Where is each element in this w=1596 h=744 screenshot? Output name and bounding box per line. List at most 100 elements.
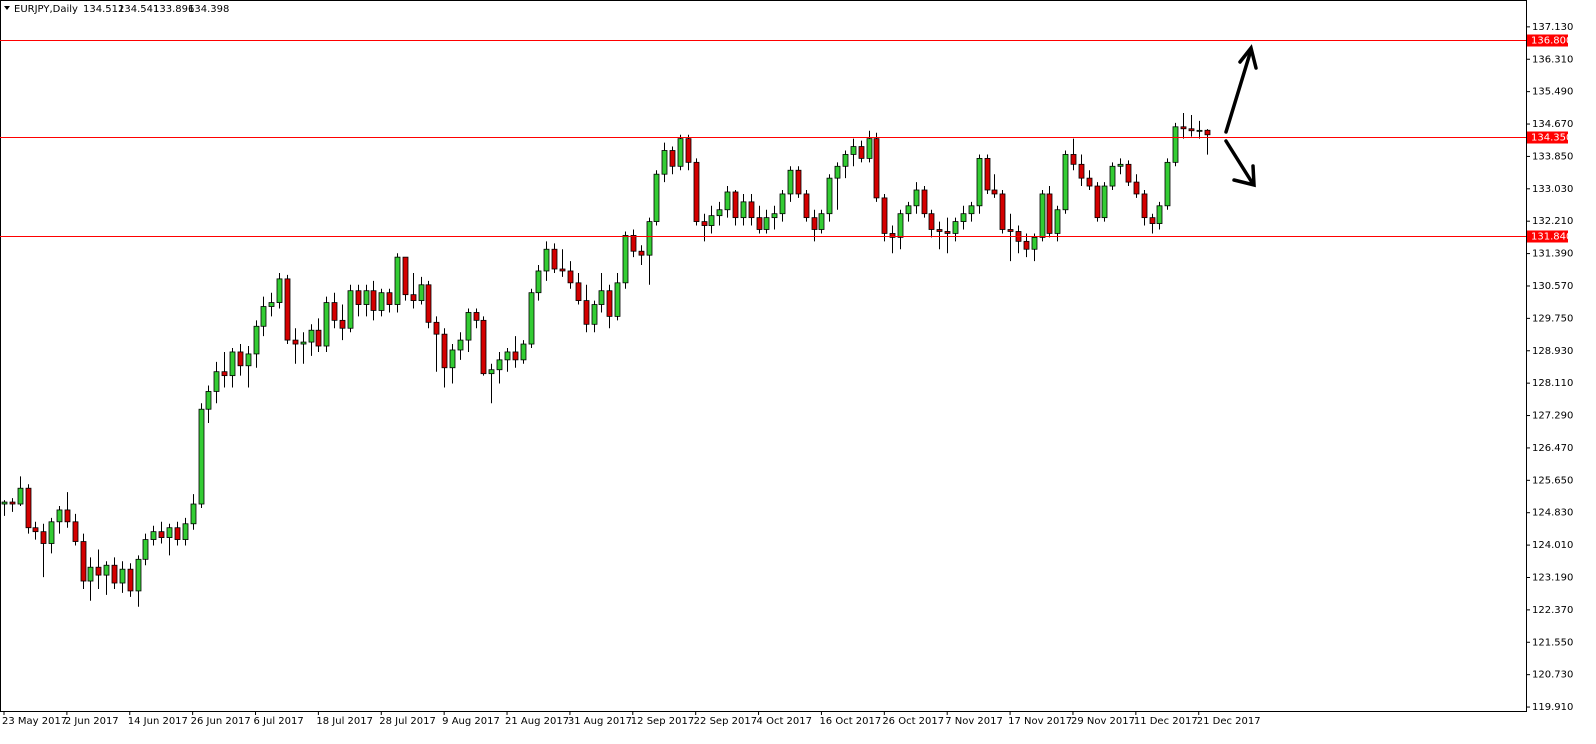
arrows [1224,44,1258,188]
candle-body [213,371,220,392]
candle-body [56,509,63,523]
candle-body [95,566,102,576]
candle-body [198,408,205,505]
candle-body [701,221,708,226]
ohlc-low: 133.896 [153,4,194,15]
arrow-down-head [1232,164,1256,188]
candle-body [881,197,888,234]
x-tick-label: 26 Oct 2017 [882,716,944,727]
y-tick-label: 133.850 [1532,151,1573,162]
candle-body [473,312,480,321]
level-label: 131.840 [1531,232,1572,243]
level-tag [1527,34,1568,47]
candle-body [158,531,165,538]
x-tick-label: 28 Jul 2017 [379,716,436,727]
y-tick-label: 126.470 [1532,443,1573,454]
candle-body [559,268,566,272]
candle-body [284,278,291,341]
candle-body [355,290,362,305]
candle-body [370,290,377,311]
candle-body [653,173,660,222]
chart-title: EURJPY,Daily [14,4,78,15]
candle-body [685,138,692,163]
candle-body [779,193,786,215]
y-tick-label: 128.110 [1532,378,1573,389]
ohlc-high: 134.541 [118,4,159,15]
candle-body [928,213,935,230]
y-tick-label: 137.130 [1532,22,1573,33]
candle-body [480,319,487,375]
candle-body [347,290,354,329]
candle-body [166,527,173,538]
x-tick-label: 11 Dec 2017 [1134,716,1198,727]
y-tick-label: 120.730 [1532,670,1573,681]
candle-body [1172,126,1179,163]
candle-body [708,215,715,226]
level-label: 136.800 [1531,36,1572,47]
candle-body [339,319,346,329]
candle-body [1031,236,1038,250]
y-tick-label: 125.650 [1532,475,1573,486]
y-tick-label: 121.550 [1532,637,1573,648]
candle-body [1007,229,1014,232]
candle-body [48,521,55,544]
candle-body [693,161,700,222]
candle-body [87,566,94,582]
candle-body [363,290,370,305]
y-tick-label: 131.390 [1532,249,1573,260]
y-tick-label: 124.010 [1532,540,1573,551]
y-tick-label: 135.490 [1532,87,1573,98]
candle-body [268,302,275,307]
candle-body [936,229,943,232]
candle-body [394,256,401,305]
candle-body [40,531,47,544]
candle-body [811,217,818,230]
candle-body [504,351,511,361]
candle-body [897,213,904,238]
candle-body [905,205,912,215]
candle-body [1101,185,1108,219]
x-tick-label: 22 Sep 2017 [694,716,757,727]
y-tick-label: 134.670 [1532,119,1573,130]
candle-body [378,292,385,311]
candle-body [418,284,425,301]
candle-body [260,306,267,327]
candle-body [253,325,260,355]
level-label: 134.350 [1531,133,1572,144]
candle-body [858,146,865,159]
x-tick-label: 9 Aug 2017 [442,716,500,727]
ohlc-open: 134.512 [83,4,124,15]
level-tag [1527,131,1568,144]
candle-body [25,487,32,529]
candle-body [1141,193,1148,219]
x-tick-label: 16 Oct 2017 [819,716,881,727]
x-tick-label: 12 Sep 2017 [631,716,694,727]
candle-body [575,282,582,301]
candle-body [1109,165,1116,187]
candle-body [913,189,920,207]
candles [1,112,1211,607]
candle-body [606,290,613,317]
y-tick-label: 132.210 [1532,216,1573,227]
level-tag [1527,230,1568,243]
candle-body [1,501,8,505]
y-tick-label: 133.030 [1532,184,1573,195]
candle-body [976,157,983,207]
candle-body [315,329,322,347]
candle-body [1188,128,1195,132]
candle-body [748,201,755,219]
candle-body [1023,240,1030,250]
x-tick-label: 29 Nov 2017 [1071,716,1135,727]
title-icon [4,6,10,10]
candle-body [677,138,684,167]
x-tick-label: 4 Oct 2017 [757,716,812,727]
candle-body [614,282,621,317]
candle-body [221,371,228,377]
candle-body [716,209,723,217]
candle-body [135,558,142,592]
candle-body [756,217,763,230]
x-tick-label: 31 Aug 2017 [568,716,632,727]
